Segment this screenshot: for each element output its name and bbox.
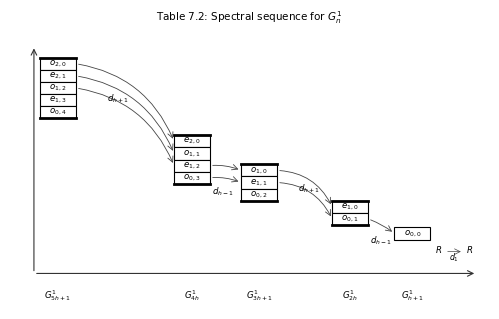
Bar xyxy=(241,176,277,189)
Bar xyxy=(241,164,277,176)
Bar xyxy=(332,213,368,225)
Text: $R$: $R$ xyxy=(466,244,474,255)
Text: $o_{2,0}$: $o_{2,0}$ xyxy=(49,59,67,69)
Bar xyxy=(40,58,76,70)
Bar xyxy=(174,147,210,160)
Text: $R$: $R$ xyxy=(435,244,442,255)
Text: $d_1$: $d_1$ xyxy=(449,252,459,264)
Text: $o_{0,0}$: $o_{0,0}$ xyxy=(404,228,421,239)
Text: $G^1_{4h}$: $G^1_{4h}$ xyxy=(184,288,200,303)
Text: $d_{h+1}$: $d_{h+1}$ xyxy=(107,92,129,105)
Text: $o_{0,3}$: $o_{0,3}$ xyxy=(183,173,201,183)
Bar xyxy=(332,201,368,213)
Bar xyxy=(40,94,76,106)
Text: $e_{1,0}$: $e_{1,0}$ xyxy=(341,202,359,212)
Text: $d_{h+1}$: $d_{h+1}$ xyxy=(298,182,320,195)
Text: $G^1_{h+1}$: $G^1_{h+1}$ xyxy=(401,288,424,303)
Bar xyxy=(174,160,210,172)
Text: $o_{0,1}$: $o_{0,1}$ xyxy=(341,214,359,224)
Text: $G^1_{2h}$: $G^1_{2h}$ xyxy=(342,288,358,303)
Text: $d_{h-1}$: $d_{h-1}$ xyxy=(370,234,392,247)
Text: $e_{1,1}$: $e_{1,1}$ xyxy=(250,177,268,188)
Text: $o_{0,4}$: $o_{0,4}$ xyxy=(49,107,67,117)
Text: $e_{1,3}$: $e_{1,3}$ xyxy=(49,95,67,105)
Bar xyxy=(394,227,430,240)
Bar xyxy=(174,135,210,147)
Bar xyxy=(174,172,210,184)
Text: $o_{1,2}$: $o_{1,2}$ xyxy=(49,83,67,93)
Text: $o_{1,1}$: $o_{1,1}$ xyxy=(183,148,201,159)
Text: $G^1_{3h+1}$: $G^1_{3h+1}$ xyxy=(246,288,272,303)
Text: $o_{0,2}$: $o_{0,2}$ xyxy=(250,189,268,200)
Bar xyxy=(241,189,277,201)
Text: $G^1_{5h+1}$: $G^1_{5h+1}$ xyxy=(44,288,71,303)
Bar xyxy=(40,70,76,82)
Text: Table 7.2: Spectral sequence for $G^1_n$: Table 7.2: Spectral sequence for $G^1_n$ xyxy=(156,10,343,26)
Bar xyxy=(40,82,76,94)
Text: $d_{h-1}$: $d_{h-1}$ xyxy=(212,186,234,198)
Text: $e_{2,1}$: $e_{2,1}$ xyxy=(49,71,67,81)
Bar xyxy=(40,106,76,118)
Text: $e_{2,0}$: $e_{2,0}$ xyxy=(183,136,201,146)
Text: $e_{1,2}$: $e_{1,2}$ xyxy=(183,160,201,171)
Text: $o_{1,0}$: $o_{1,0}$ xyxy=(250,165,268,175)
